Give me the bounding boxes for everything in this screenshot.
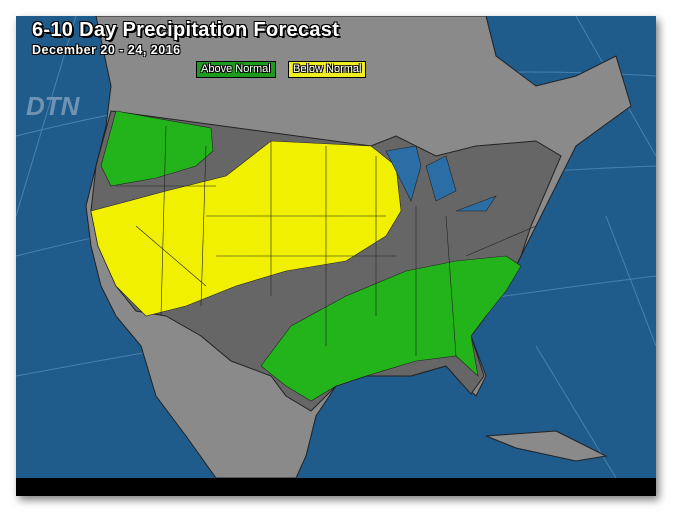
legend-above-normal: Above Normal [196, 61, 276, 78]
dtn-logo: DTN [26, 91, 80, 121]
land-cuba [485, 430, 608, 462]
legend-below-normal: Below Normal [288, 61, 367, 78]
above-normal-northwest [100, 110, 214, 187]
state-borders [116, 125, 537, 357]
precipitation-map [16, 16, 656, 478]
below-normal-region [90, 140, 402, 317]
map-subtitle: December 20 - 24, 2016 [32, 43, 181, 57]
map-title: 6-10 Day Precipitation Forecast [32, 19, 340, 41]
map-frame: 6-10 Day Precipitation Forecast December… [16, 16, 656, 496]
above-normal-southeast [260, 255, 522, 402]
lakes [385, 145, 497, 212]
